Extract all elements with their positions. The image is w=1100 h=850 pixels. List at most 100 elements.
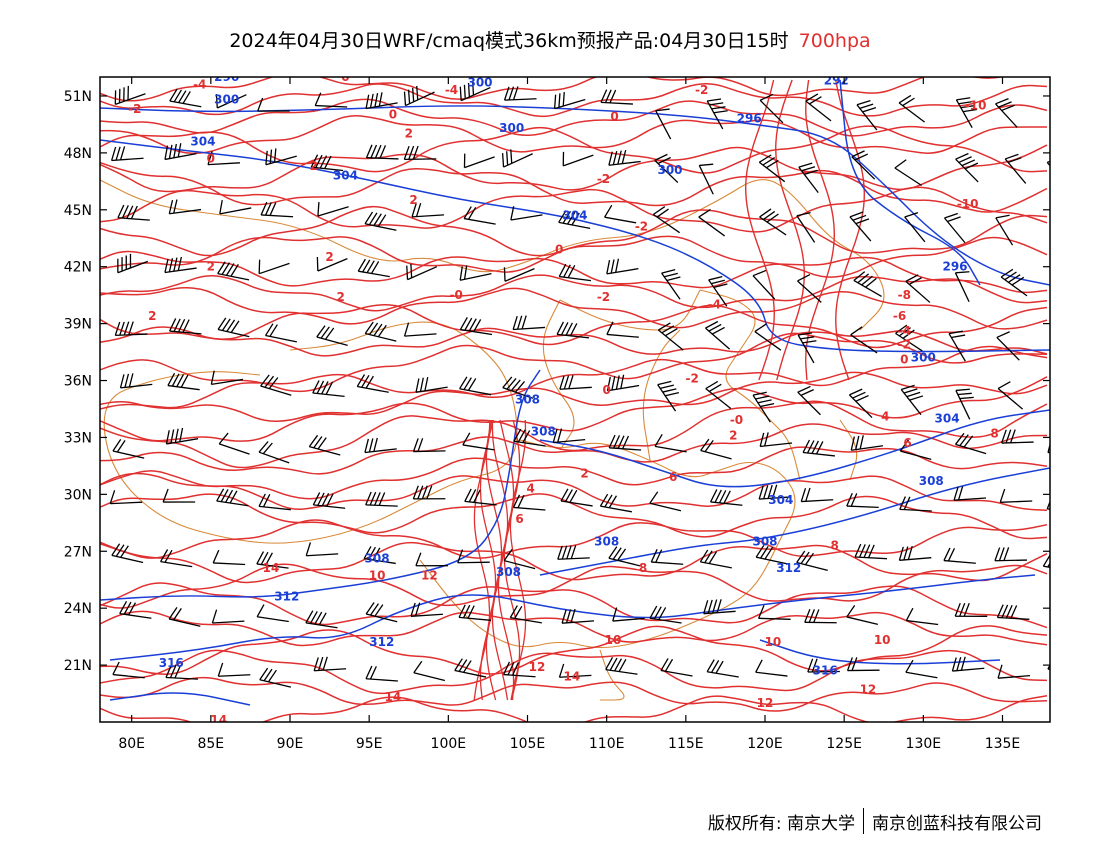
wind-barb <box>996 331 1020 361</box>
wind-barb <box>357 258 390 278</box>
longitude-ticks: 80E 85E 90E 95E 100E 105E 110E 115E 120E 125E 130E… <box>118 77 1020 752</box>
boundary-line <box>839 419 858 481</box>
wind-barb <box>119 601 152 619</box>
latitude-ticks: 51N 48N 45N 42N 39N 36N 33N 30N 27N 24N 21N <box>64 89 1050 674</box>
temperature-contour-label: -10 <box>957 197 979 211</box>
temperature-contour-label: 2 <box>729 428 737 442</box>
temperature-contour-line <box>485 419 503 701</box>
wind-barb <box>654 153 679 184</box>
wind-barb <box>943 547 976 564</box>
temperature-contour-line <box>100 345 1048 410</box>
temperature-contour-line <box>100 274 1048 312</box>
temperature-contours <box>100 77 1048 722</box>
wind-barb <box>953 486 987 501</box>
copyright-text: 版权所有: 南京大学 <box>707 813 855 834</box>
wind-barb <box>313 656 347 672</box>
temperature-contour-line <box>100 326 1048 357</box>
lat-tick-label: 27N <box>64 544 92 560</box>
height-contour-label: 296 <box>737 112 762 126</box>
wind-barb <box>606 374 640 392</box>
wind-barb <box>169 88 202 108</box>
temperature-contour-label: -0 <box>730 413 743 427</box>
wind-barb <box>258 441 290 464</box>
height-contour-line <box>539 467 1050 576</box>
wind-barb <box>111 543 144 564</box>
wind-barb <box>558 210 591 230</box>
wind-barb <box>403 85 435 107</box>
wind-barb <box>706 659 739 678</box>
wind-barb <box>169 318 202 335</box>
temperature-contour-label: 0 <box>555 242 563 256</box>
temperature-contour-label: 12 <box>529 660 546 674</box>
wind-barb <box>553 92 586 110</box>
wind-barb <box>797 332 817 364</box>
wind-barb <box>954 432 987 455</box>
wind-barb <box>512 494 546 511</box>
temperature-contour-label: -2 <box>597 172 610 186</box>
wind-barb <box>1049 331 1050 334</box>
wind-barb <box>905 659 938 679</box>
height-contour-label: 300 <box>657 163 682 177</box>
wind-barb <box>796 550 828 572</box>
wind-barb <box>363 546 396 565</box>
boundary-line <box>100 179 885 331</box>
temperature-contour-line <box>100 676 1048 712</box>
footer-divider <box>863 808 864 834</box>
wind-barb <box>805 93 832 122</box>
wind-barb <box>649 491 682 512</box>
height-contour-label: 304 <box>768 493 793 507</box>
wind-barb <box>406 263 438 281</box>
height-contour-label: 300 <box>214 93 239 107</box>
temperature-contour-label: 2 <box>325 250 333 264</box>
wind-barb <box>849 211 872 242</box>
wind-barb <box>848 388 873 419</box>
wind-barb <box>312 492 346 509</box>
wind-barb <box>556 321 589 339</box>
height-contour-label: 308 <box>752 535 777 549</box>
wind-barb <box>758 154 786 183</box>
wind-barb <box>168 199 202 215</box>
wind-barb <box>752 269 776 300</box>
wind-barb <box>1046 500 1050 510</box>
height-contour-line <box>109 692 251 706</box>
temperature-contour-label: 0 <box>602 383 610 397</box>
temperature-contour-line <box>100 82 1048 118</box>
lat-tick-label: 24N <box>64 601 92 617</box>
wind-barb <box>509 605 542 624</box>
lon-tick-label: 130E <box>906 736 942 752</box>
temperature-contour-line <box>100 125 1048 174</box>
height-contour-label: 312 <box>274 590 299 604</box>
wind-barb <box>117 204 150 221</box>
wind-barb <box>561 608 595 624</box>
temperature-contour-label: 14 <box>210 713 227 727</box>
temperature-contour-label: 0 <box>341 70 349 84</box>
wind-barb <box>412 485 446 500</box>
height-contour-line <box>100 369 541 601</box>
wind-barb <box>365 144 399 160</box>
wind-barb <box>459 265 492 281</box>
temperature-contour-line <box>745 79 775 381</box>
temperature-contour-label: 0 <box>207 151 215 165</box>
wind-barb <box>856 99 878 131</box>
wind-barb <box>898 94 926 123</box>
temperature-contour-line <box>100 649 1048 695</box>
wind-barb <box>217 317 250 338</box>
wind-barb <box>365 665 398 682</box>
wind-barb <box>457 549 490 564</box>
temperature-contour-line <box>100 98 1048 137</box>
height-contour-label: 304 <box>935 411 960 425</box>
wind-barb <box>807 658 840 673</box>
wind-barb <box>258 493 291 511</box>
wind-barb <box>560 488 593 507</box>
temperature-contour-label: 10 <box>765 635 782 649</box>
temperature-contour-line <box>100 250 1048 294</box>
height-contour-line <box>759 639 1001 665</box>
wind-barb <box>1000 268 1028 297</box>
wind-barb <box>364 211 397 231</box>
wind-barbs <box>109 81 1050 688</box>
temperature-contour-label: 2 <box>207 260 215 274</box>
wind-barb <box>109 490 143 505</box>
temperature-contour-label: 10 <box>874 633 891 647</box>
wind-barb <box>802 439 835 457</box>
lat-tick-label: 42N <box>64 260 92 276</box>
